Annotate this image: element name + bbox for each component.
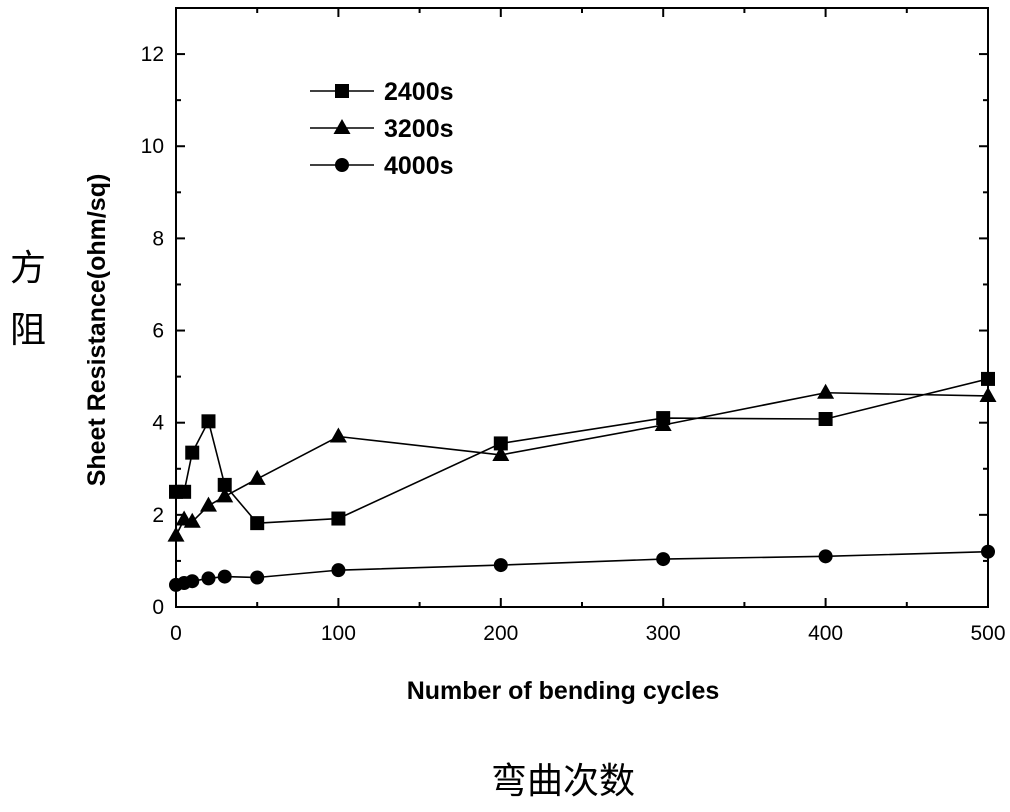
series-line-2400s <box>176 378 989 524</box>
legend-marker <box>335 84 349 98</box>
data-point-4000s <box>818 549 833 564</box>
y-tick-label: 2 <box>152 504 164 527</box>
series-2400s <box>169 371 995 531</box>
series-line-3200s <box>175 391 989 536</box>
y-label-cn-top: 方 <box>10 248 46 289</box>
data-point-3200s <box>199 496 217 512</box>
data-point-3200s <box>216 487 234 503</box>
legend-marker <box>333 119 351 134</box>
data-point-3200s <box>492 445 510 461</box>
data-point-4000s <box>981 544 995 559</box>
data-point-4000s <box>250 570 265 585</box>
data-point-4000s <box>217 569 232 584</box>
x-axis-title: Number of bending cycles <box>407 677 720 705</box>
data-point-4000s <box>331 563 346 578</box>
data-point-3200s <box>167 526 185 542</box>
data-point-4000s <box>656 552 671 567</box>
x-tick-label: 300 <box>646 622 681 645</box>
data-point-2400s <box>493 436 508 451</box>
legend-label: 3200s <box>384 115 454 143</box>
y-label-cn-bottom: 阻 <box>10 310 46 351</box>
data-point-4000s <box>201 571 216 586</box>
x-tick-label: 0 <box>170 622 182 645</box>
x-tick-label: 500 <box>970 622 1005 645</box>
y-tick-label: 0 <box>152 596 164 619</box>
data-point-3200s <box>248 469 266 485</box>
data-point-3200s <box>329 427 347 443</box>
x-tick-label: 200 <box>483 622 518 645</box>
legend-item-4000s: 4000s <box>310 152 454 180</box>
y-axis-title: Sheet Resistance(ohm/sq) <box>83 174 111 487</box>
y-tick-label: 6 <box>152 320 164 343</box>
y-tick-label: 10 <box>141 135 164 158</box>
x-label-cn: 弯曲次数 <box>491 761 635 802</box>
data-point-3200s <box>183 512 201 528</box>
legend-label: 4000s <box>384 152 454 180</box>
data-point-2400s <box>250 516 265 531</box>
x-tick-label: 400 <box>808 622 843 645</box>
series-4000s <box>169 544 995 592</box>
data-point-3200s <box>979 386 997 402</box>
data-point-3200s <box>817 383 835 399</box>
legend-item-3200s: 3200s <box>310 115 454 143</box>
ticks: 0 100 200 300 400 500 0 2 4 6 8 10 12 <box>141 7 1006 645</box>
series-line-4000s <box>175 550 989 586</box>
y-tick-label: 8 <box>152 227 164 250</box>
x-tick-label: 100 <box>321 622 356 645</box>
legend-item-2400s: 2400s <box>310 78 454 106</box>
y-tick-label: 12 <box>141 43 164 66</box>
data-point-3200s <box>654 415 672 431</box>
legend: 2400s 3200s 4000s <box>310 78 454 180</box>
axes <box>175 7 989 608</box>
data-point-2400s <box>217 477 232 492</box>
data-point-2400s <box>331 511 346 526</box>
data-point-2400s <box>185 445 200 460</box>
plot-frame <box>175 7 989 608</box>
data-point-2400s <box>981 371 995 386</box>
legend-label: 2400s <box>384 78 454 106</box>
data-point-4000s <box>493 558 508 573</box>
y-tick-label: 4 <box>152 412 164 435</box>
data-point-2400s <box>818 412 833 427</box>
legend-marker <box>335 158 349 172</box>
series-group <box>167 371 997 592</box>
data-point-4000s <box>185 574 200 589</box>
series-3200s <box>167 383 997 542</box>
data-point-2400s <box>177 484 192 499</box>
data-point-2400s <box>201 414 216 429</box>
